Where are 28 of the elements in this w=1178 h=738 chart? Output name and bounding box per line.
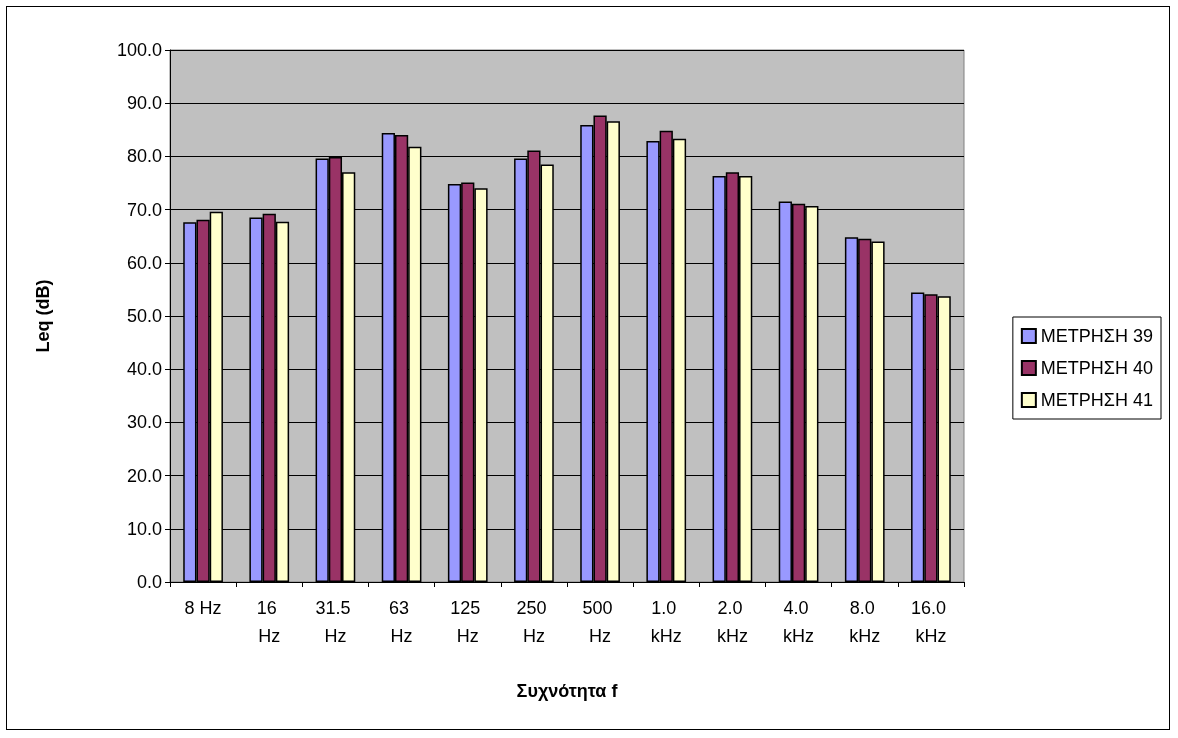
y-tick-label: 40.0 xyxy=(126,359,162,380)
x-tick-label: 63 Hz xyxy=(389,598,415,646)
y-tick-label: 100.0 xyxy=(116,40,162,60)
legend-label: ΜΕΤΡΗΣΗ 40 xyxy=(1040,358,1154,378)
legend-label: ΜΕΤΡΗΣΗ 41 xyxy=(1040,390,1154,410)
x-axis-title: Συχνότητα f xyxy=(516,681,619,701)
y-tick-label: 0.0 xyxy=(136,572,162,592)
y-tick-label: 50.0 xyxy=(126,306,162,326)
x-tick-label: 8.0 kHz xyxy=(849,598,881,646)
x-tick-label: 31.5 Hz xyxy=(315,598,356,646)
x-tick-label: 500 Hz xyxy=(582,598,618,646)
y-tick-label: 70.0 xyxy=(126,199,162,220)
y-tick-label: 90.0 xyxy=(126,93,162,114)
x-tick-label: 2.0 kHz xyxy=(716,598,748,646)
y-tick-label: 80.0 xyxy=(126,146,162,167)
x-tick-label: 250 Hz xyxy=(516,598,552,646)
x-tick-label: 16.0 kHz xyxy=(910,598,951,646)
y-tick-label: 30.0 xyxy=(126,412,162,433)
x-tick-label: 8 Hz xyxy=(184,598,222,618)
y-tick-label: 60.0 xyxy=(126,252,162,273)
y-axis-title: Leq (dB) xyxy=(33,279,53,353)
x-tick-label: 125 Hz xyxy=(450,598,486,646)
y-tick-label: 10.0 xyxy=(126,518,162,539)
legend-label: ΜΕΤΡΗΣΗ 39 xyxy=(1040,326,1154,346)
x-tick-label: 16 Hz xyxy=(256,598,282,646)
x-tick-label: 1.0 kHz xyxy=(650,598,682,646)
y-tick-label: 20.0 xyxy=(126,465,162,486)
x-tick-label: 4.0 kHz xyxy=(783,598,815,646)
